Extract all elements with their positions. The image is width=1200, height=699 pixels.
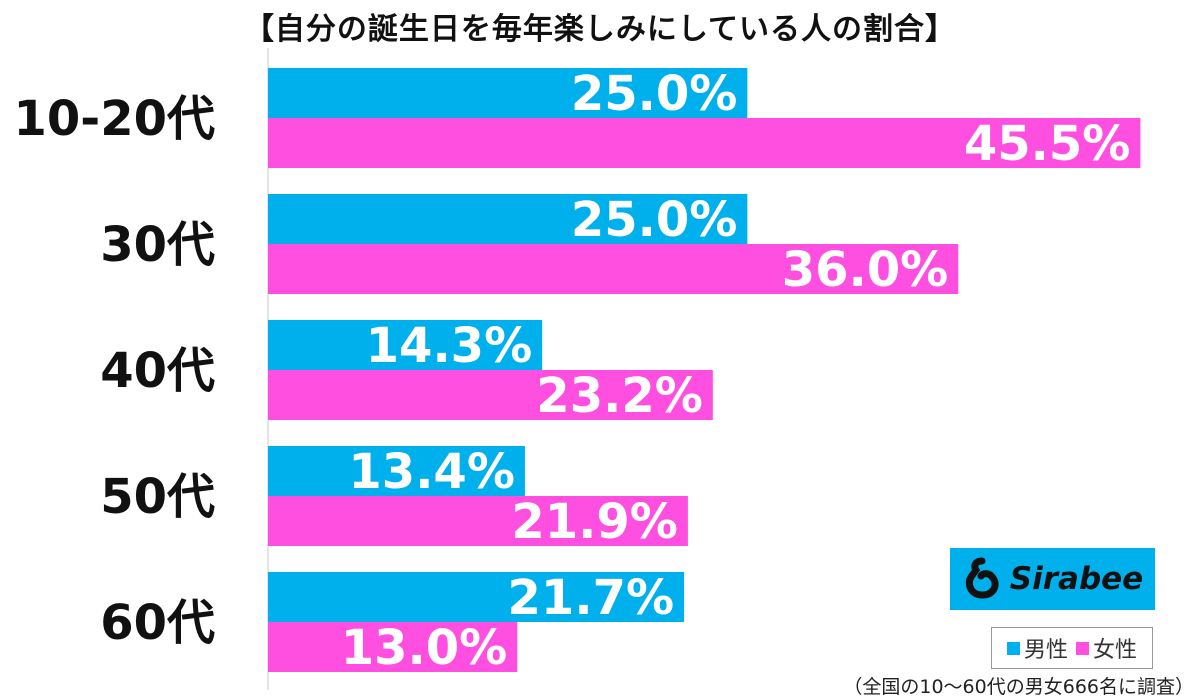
sirabee-logo-icon: [965, 557, 999, 599]
data-label-male-2: 14.3%: [366, 318, 533, 374]
sirabee-logo: Sirabee: [950, 548, 1155, 610]
category-label-4: 60代: [100, 595, 215, 651]
chart-title: 【自分の誕生日を毎年楽しみにしている人の割合】: [243, 12, 957, 47]
bar-female-1: [268, 244, 959, 294]
data-label-male-1: 25.0%: [571, 192, 738, 248]
legend-swatch-male: [1006, 641, 1020, 655]
legend-label-female: 女性: [1093, 638, 1138, 663]
bar-male-4: [268, 572, 685, 622]
category-label-0: 10-20代: [13, 91, 215, 147]
bar-male-2: [268, 320, 543, 370]
footnote: （全国の10〜60代の男女666名に調査）: [843, 676, 1194, 698]
data-label-female-0: 45.5%: [964, 116, 1131, 172]
bar-female-3: [268, 496, 688, 546]
bar-female-0: [268, 118, 1141, 168]
legend-swatch-female: [1076, 641, 1089, 655]
bar-male-1: [268, 194, 748, 244]
data-label-male-4: 21.7%: [508, 570, 675, 626]
legend-label-male: 男性: [1023, 638, 1068, 663]
legend-item-male: 男性: [1006, 632, 1068, 664]
category-label-2: 40代: [100, 343, 215, 399]
category-label-3: 50代: [100, 469, 215, 525]
data-label-female-4: 13.0%: [341, 620, 508, 676]
logo-text: Sirabee: [1009, 561, 1144, 597]
data-label-female-3: 21.9%: [511, 494, 678, 550]
bar-female-4: [268, 622, 518, 672]
data-label-female-2: 23.2%: [536, 368, 703, 424]
category-label-1: 30代: [100, 217, 215, 273]
legend-item-female: 女性: [1076, 632, 1137, 664]
bar-male-3: [268, 446, 525, 496]
legend: 男性 女性: [991, 627, 1153, 669]
data-label-male-3: 13.4%: [348, 444, 515, 500]
bar-male-0: [268, 68, 748, 118]
data-label-female-1: 36.0%: [782, 242, 949, 298]
data-label-male-0: 25.0%: [571, 66, 738, 122]
bar-female-2: [268, 370, 713, 420]
